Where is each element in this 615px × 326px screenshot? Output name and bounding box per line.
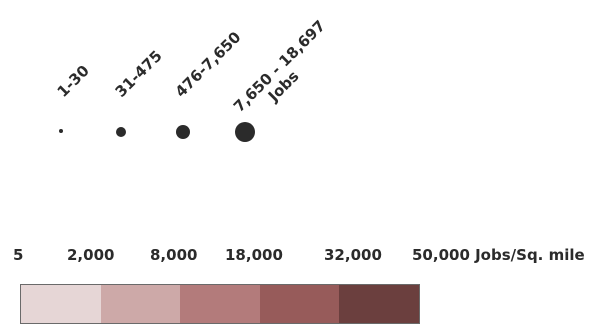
size-label-1: 1-30 (53, 61, 93, 101)
ramp-break-2: 2,000 (67, 246, 115, 264)
size-dot-3 (176, 125, 190, 139)
ramp-break-5: 32,000 (324, 246, 382, 264)
ramp-swatch-3 (180, 285, 260, 323)
ramp-swatch-5 (339, 285, 419, 323)
size-label-2: 31-475 (111, 46, 166, 101)
size-label-3: 476-7,650 (171, 28, 245, 101)
size-label-3-text: 476-7,650 (171, 28, 245, 101)
ramp-break-4: 18,000 (225, 246, 283, 264)
size-label-4: 7,650 - 18,697 Jobs (230, 17, 341, 127)
ramp-break-1: 5 (13, 246, 24, 264)
size-dot-4 (235, 122, 255, 142)
size-dot-2 (116, 127, 126, 137)
color-ramp (20, 284, 420, 324)
ramp-swatch-4 (259, 285, 340, 323)
ramp-swatch-2 (100, 285, 181, 323)
ramp-break-3: 8,000 (150, 246, 198, 264)
ramp-swatch-1 (21, 285, 101, 323)
size-label-1-text: 1-30 (53, 61, 93, 101)
ramp-break-6: 50,000 Jobs/Sq. mile (412, 246, 585, 264)
size-dot-1 (59, 129, 63, 133)
size-label-2-text: 31-475 (111, 46, 166, 101)
